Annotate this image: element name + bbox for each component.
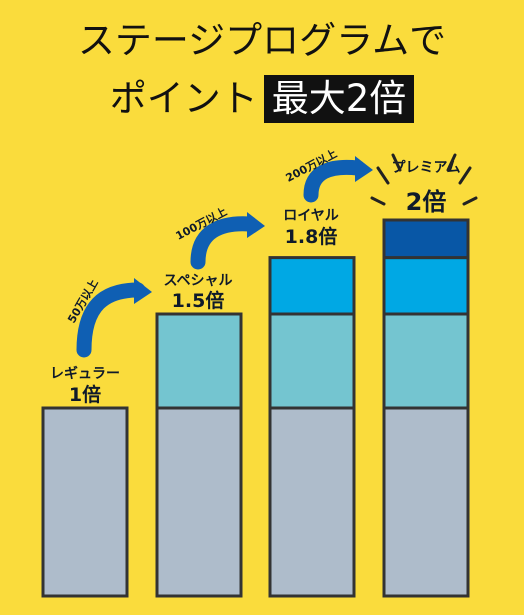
category-label: プレミアム — [391, 160, 460, 176]
headline-highlight: 最大2倍 — [263, 75, 415, 123]
headline-line-2: ポイント 最大2倍 — [0, 68, 524, 123]
arrow-icon — [76, 282, 146, 358]
multiplier-label: 2倍 — [406, 188, 447, 216]
headline-line-1: ステージプログラムで — [77, 19, 447, 62]
arrow-head-icon — [247, 212, 265, 238]
burst-line — [458, 166, 472, 185]
bar-segment — [382, 406, 470, 598]
burst-line — [370, 196, 386, 206]
multiplier-label: 1.5倍 — [172, 289, 225, 312]
bar-segment — [382, 312, 470, 410]
bar-segment — [268, 312, 356, 410]
arrow-head-icon — [355, 156, 373, 182]
arrow-icon — [303, 159, 366, 203]
category-label: ロイヤル — [283, 208, 339, 224]
bar-segment — [382, 256, 470, 316]
headline-prefix: ポイント — [109, 77, 258, 120]
multiplier-label: 1倍 — [69, 383, 101, 406]
arrow-icon — [190, 216, 258, 270]
bar-segment — [268, 256, 356, 316]
burst-line — [376, 166, 390, 185]
bar-segment — [41, 406, 129, 598]
burst-line — [462, 196, 478, 206]
bar-segment — [155, 406, 243, 598]
arrow-head-icon — [134, 278, 152, 304]
burst-line — [391, 153, 402, 172]
multiplier-label: 1.8倍 — [285, 225, 338, 248]
category-label: スペシャル — [163, 273, 232, 289]
bar-segment — [155, 312, 243, 410]
headline: ステージプログラムで ポイント 最大2倍 — [0, 0, 524, 130]
bar-segment — [268, 406, 356, 598]
category-label: レギュラー — [50, 365, 120, 382]
bar-segment — [382, 218, 470, 260]
burst-line — [446, 153, 457, 172]
